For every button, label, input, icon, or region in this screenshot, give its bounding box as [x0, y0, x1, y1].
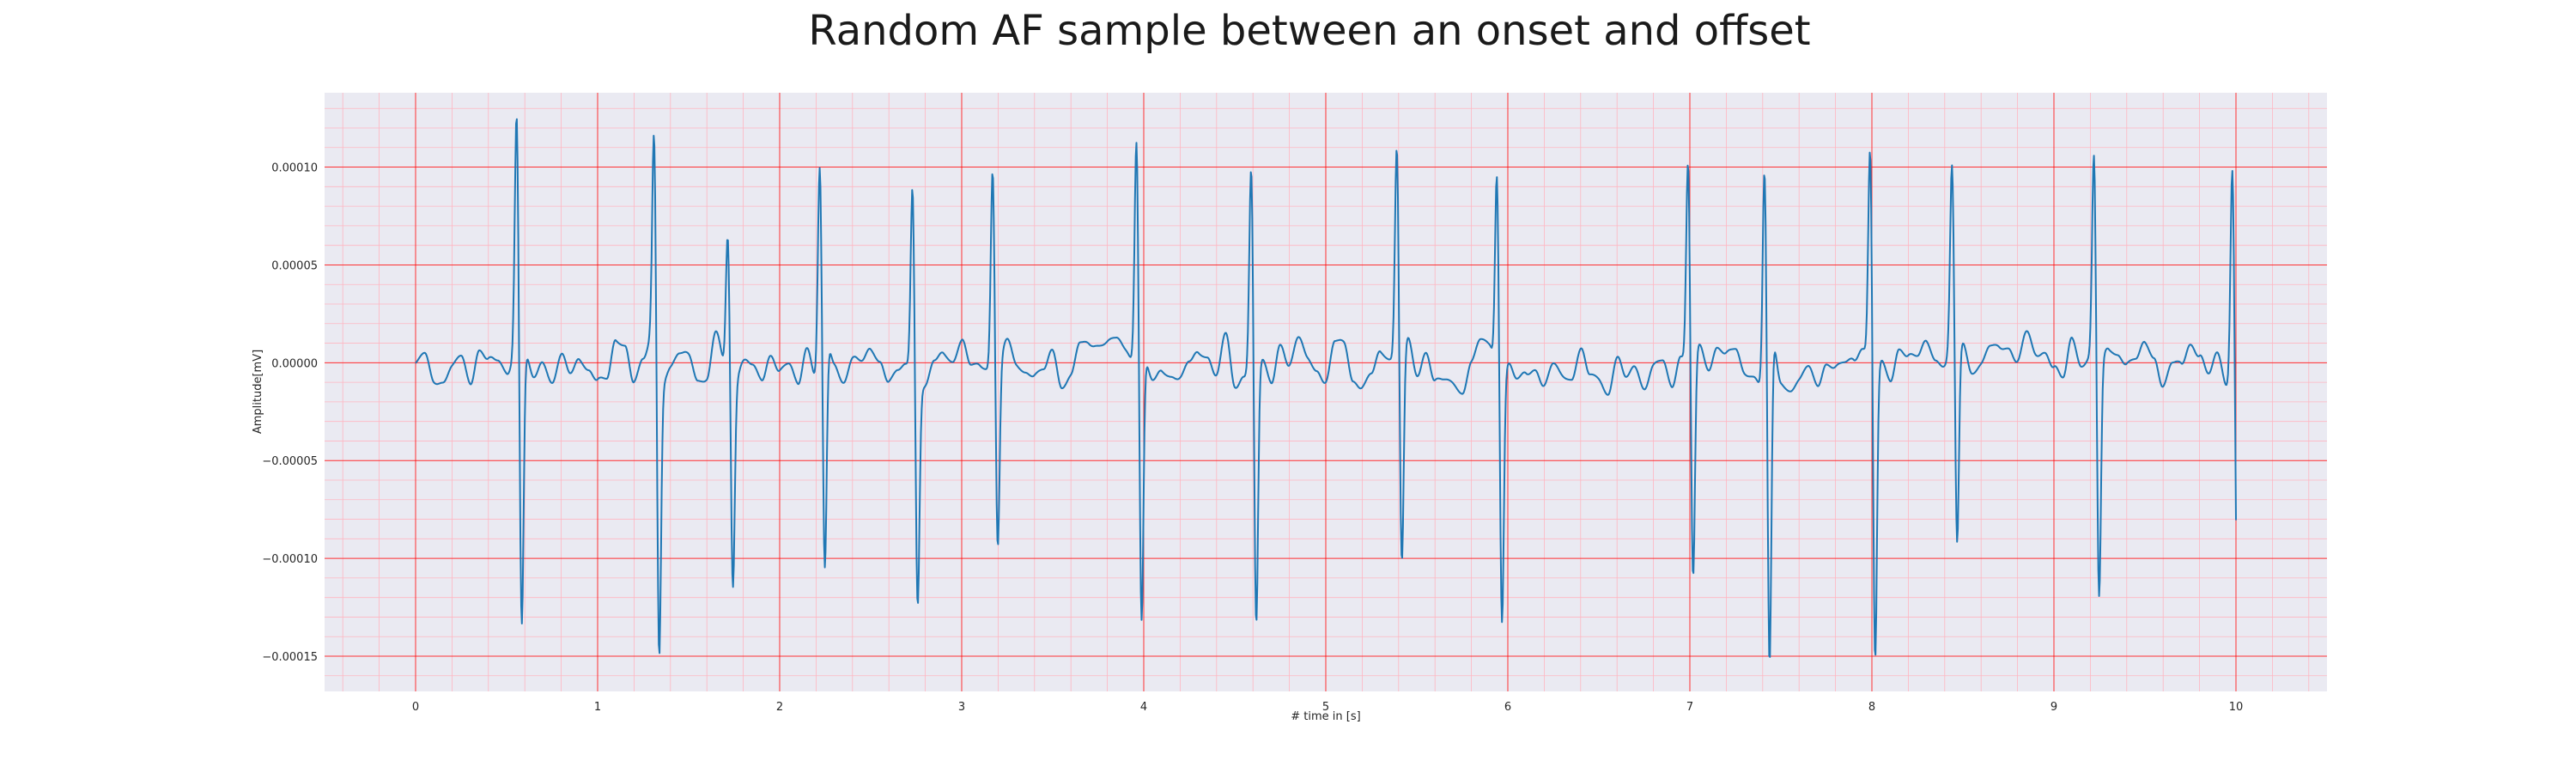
y-tick-label: −0.00015 — [262, 651, 318, 664]
y-axis-label: Amplitude[mV] — [252, 350, 264, 434]
x-tick-label: 8 — [1868, 701, 1875, 714]
x-tick-label: 5 — [1322, 701, 1329, 714]
ecg-series-line — [415, 118, 2237, 658]
y-axis-ticks: 0.00010 0.00005 0.00000 −0.00005 −0.00010 −0.… — [262, 162, 318, 664]
x-tick-label: 9 — [2050, 701, 2057, 714]
x-tick-label: 6 — [1504, 701, 1511, 714]
x-tick-label: 2 — [776, 701, 783, 714]
x-tick-label: 3 — [958, 701, 965, 714]
y-tick-label: −0.00010 — [262, 553, 318, 566]
x-axis-ticks: 0 1 2 3 4 5 6 7 8 9 10 — [412, 701, 2243, 714]
y-tick-label: 0.00005 — [271, 259, 318, 272]
x-tick-label: 10 — [2229, 701, 2244, 714]
x-tick-label: 0 — [412, 701, 419, 714]
y-tick-label: 0.00010 — [271, 162, 318, 175]
x-axis-label: # time in [s] — [1291, 710, 1360, 723]
y-tick-label: −0.00005 — [262, 455, 318, 468]
x-tick-label: 4 — [1140, 701, 1147, 714]
x-tick-label: 1 — [594, 701, 601, 714]
y-tick-label: 0.00000 — [271, 357, 318, 370]
x-tick-label: 7 — [1686, 701, 1693, 714]
ecg-trace-group — [415, 118, 2237, 658]
chart-title: Random AF sample between an onset and of… — [808, 7, 1810, 55]
